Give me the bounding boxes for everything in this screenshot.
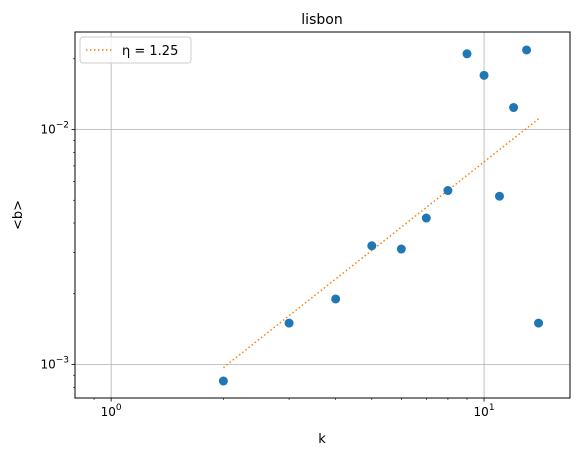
plot-frame — [74, 31, 571, 399]
fit-line-layer — [222, 118, 540, 369]
data-point — [421, 213, 431, 223]
data-point — [534, 318, 544, 328]
legend-fit-line-label: η = 1.25 — [122, 44, 178, 59]
data-point — [479, 70, 489, 80]
scatter-points-layer — [218, 45, 544, 386]
data-point — [396, 244, 406, 254]
fit-line — [222, 118, 540, 369]
x-tick-label: 100 — [101, 403, 122, 419]
data-point — [367, 241, 377, 251]
y-tick-label: 10−3 — [40, 355, 69, 371]
legend-box — [79, 36, 192, 64]
grid-lines — [75, 32, 570, 398]
data-point — [494, 191, 504, 201]
x-axis-ticks: 100 101 — [93, 398, 495, 419]
x-axis-label: k — [318, 432, 326, 447]
y-axis-label: <b> — [11, 200, 26, 230]
y-axis-ticks: 10−3 10−2 — [40, 58, 75, 388]
data-point — [443, 186, 453, 196]
data-point — [331, 294, 341, 304]
y-tick-label: 10−2 — [40, 121, 69, 137]
data-point — [462, 49, 472, 59]
data-point — [218, 376, 228, 386]
chart-title: lisbon — [301, 12, 342, 28]
data-point — [522, 45, 532, 55]
x-tick-label: 101 — [474, 403, 495, 419]
data-point — [284, 318, 294, 328]
legend: η = 1.25 — [79, 36, 192, 64]
data-point — [509, 103, 519, 113]
